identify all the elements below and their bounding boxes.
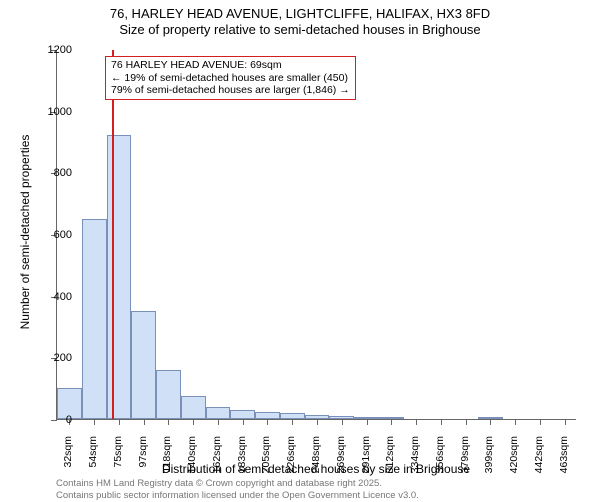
x-tick [94,419,95,425]
x-tick-label: 334sqm [409,436,421,486]
chart-container: 76, HARLEY HEAD AVENUE, LIGHTCLIFFE, HAL… [0,0,600,500]
x-tick-label: 248sqm [310,436,322,486]
annotation-line: 79% of semi-detached houses are larger (… [111,84,350,97]
x-tick-label: 356sqm [434,436,446,486]
y-tick-label: 1000 [32,106,72,118]
x-tick-label: 269sqm [335,436,347,486]
x-tick-label: 183sqm [236,436,248,486]
x-tick-label: 312sqm [384,436,396,486]
histogram-bar [230,410,255,419]
y-tick-label: 1200 [32,44,72,56]
x-tick [193,419,194,425]
histogram-bar [181,396,206,419]
x-tick-label: 226sqm [285,436,297,486]
x-tick [490,419,491,425]
x-tick-label: 118sqm [161,436,173,486]
x-tick [119,419,120,425]
x-tick-label: 75sqm [112,436,124,486]
title-line-2: Size of property relative to semi-detach… [0,22,600,38]
x-tick-label: 140sqm [186,436,198,486]
title-line-1: 76, HARLEY HEAD AVENUE, LIGHTCLIFFE, HAL… [0,6,600,22]
x-tick [466,419,467,425]
x-tick [292,419,293,425]
x-tick [218,419,219,425]
x-tick-label: 420sqm [508,436,520,486]
x-tick-label: 97sqm [137,436,149,486]
histogram-bar [255,412,280,419]
histogram-bar [206,407,231,419]
annotation-box: 76 HARLEY HEAD AVENUE: 69sqm← 19% of sem… [105,56,356,100]
histogram-bar [131,311,156,419]
x-tick-label: 399sqm [483,436,495,486]
y-tick-label: 800 [32,167,72,179]
x-tick [391,419,392,425]
x-tick [144,419,145,425]
histogram-bar [82,219,107,419]
x-tick [243,419,244,425]
plot-area: 76 HARLEY HEAD AVENUE: 69sqm← 19% of sem… [56,50,576,420]
annotation-line: 76 HARLEY HEAD AVENUE: 69sqm [111,59,350,72]
x-tick [367,419,368,425]
x-tick-label: 291sqm [360,436,372,486]
x-tick [267,419,268,425]
y-axis-label: Number of semi-detached properties [18,112,32,352]
x-tick [416,419,417,425]
x-tick-label: 54sqm [87,436,99,486]
x-tick [342,419,343,425]
histogram-bar [107,135,132,419]
x-tick [441,419,442,425]
annotation-line: ← 19% of semi-detached houses are smalle… [111,72,350,85]
histogram-bar [156,370,181,419]
x-tick-label: 442sqm [533,436,545,486]
y-tick-label: 0 [32,414,72,426]
x-tick-label: 32sqm [62,436,74,486]
x-tick-label: 162sqm [211,436,223,486]
x-tick [540,419,541,425]
x-tick [515,419,516,425]
x-tick [168,419,169,425]
x-tick-label: 379sqm [459,436,471,486]
x-tick-label: 205sqm [260,436,272,486]
x-tick-label: 463sqm [558,436,570,486]
y-tick-label: 400 [32,291,72,303]
y-tick-label: 600 [32,229,72,241]
marker-line [112,50,114,419]
x-tick [317,419,318,425]
y-tick-label: 200 [32,352,72,364]
chart-title: 76, HARLEY HEAD AVENUE, LIGHTCLIFFE, HAL… [0,6,600,39]
x-tick [565,419,566,425]
